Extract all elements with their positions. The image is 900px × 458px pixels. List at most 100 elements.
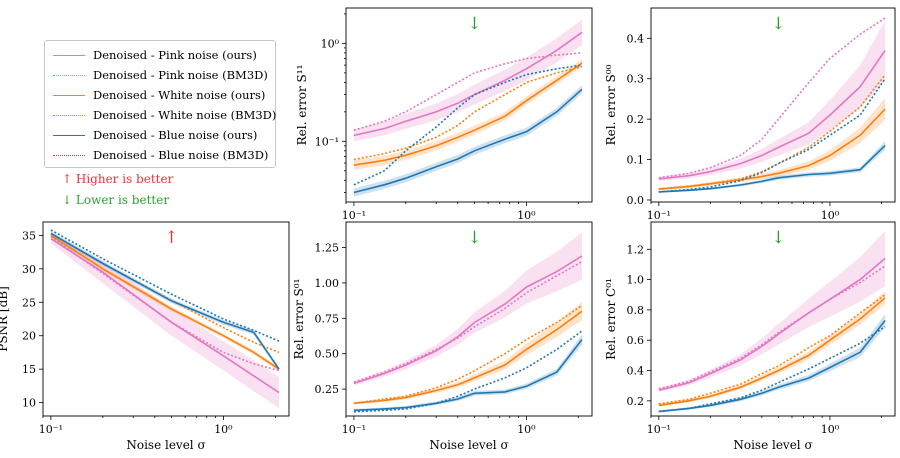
confidence-band (658, 230, 886, 392)
y-tick-label: 0.2 (627, 113, 645, 126)
x-tick-label: 10⁻¹ (342, 423, 366, 436)
x-tick-label: 10⁻¹ (342, 209, 366, 222)
x-tick-label: 10⁰ (517, 423, 536, 436)
y-tick-label: 10 (22, 397, 36, 410)
series-line (353, 88, 583, 194)
direction-arrow: ↓ (771, 14, 785, 34)
y-tick-label: 1.00 (315, 277, 340, 290)
y-tick-label: 0.25 (315, 383, 340, 396)
series-line (658, 17, 886, 179)
y-tick-label: 25 (22, 296, 36, 309)
x-tick-label: 10⁰ (821, 209, 840, 222)
x-tick-label: 10⁰ (517, 209, 536, 222)
series-line (50, 234, 280, 370)
confidence-band (50, 234, 280, 408)
series-line (658, 144, 886, 193)
series-line (658, 294, 886, 405)
series-line (658, 49, 886, 180)
series-line (658, 297, 886, 407)
confidence-band (50, 233, 280, 372)
series-line (50, 229, 280, 342)
y-axis-label: PSNR [dB] (0, 286, 10, 352)
y-axis-label: Rel. error S¹¹ (295, 65, 309, 146)
series-line (353, 255, 583, 385)
legend-item: Denoised - Pink noise (ours) (45, 46, 257, 64)
series-line (353, 310, 583, 405)
series-line (50, 236, 280, 372)
legend-item: Denoised - Blue noise (ours) (45, 126, 257, 144)
x-axis-label: Noise level σ (429, 438, 508, 452)
y-tick-label: 35 (22, 229, 36, 242)
y-tick-label: 15 (22, 363, 36, 376)
series-line (50, 232, 280, 370)
y-tick-label: 1.25 (315, 241, 340, 254)
legend-swatch-white-bm3d (53, 114, 85, 116)
y-tick-label: 0.4 (627, 32, 645, 45)
direction-arrow: ↓ (467, 228, 481, 248)
direction-arrow: ↓ (771, 228, 785, 248)
legend-label: Denoised - Pink noise (BM3D) (93, 68, 268, 82)
legend-swatch-blue-bm3d (53, 154, 85, 156)
legend-label: Denoised - Blue noise (ours) (93, 128, 258, 142)
panel-s11: 10⁻¹ 10⁰ 10⁻¹ 10⁰ Rel. error S¹¹ ↓ (295, 7, 593, 222)
x-tick-label: 10⁰ (214, 423, 233, 436)
y-tick-label: 1.0 (627, 274, 645, 287)
confidence-band (353, 59, 582, 170)
direction-arrow: ↑ (164, 228, 178, 248)
confidence-band (658, 20, 886, 182)
confidence-band (353, 19, 582, 142)
series-line (353, 31, 583, 137)
legend-swatch-pink-ours (53, 54, 85, 56)
x-tick-label: 10⁰ (821, 423, 840, 436)
x-axis-label: Noise level σ (126, 438, 205, 452)
confidence-band (50, 231, 280, 372)
axes-frame (42, 221, 290, 417)
legend-swatch-blue-ours (53, 134, 85, 136)
legend-label: Denoised - Blue noise (BM3D) (93, 148, 269, 162)
x-tick-label: 10⁻¹ (647, 209, 671, 222)
series-line (658, 257, 886, 391)
axes-frame (650, 221, 896, 417)
y-tick-label: 10⁻¹ (315, 135, 339, 148)
series-line (353, 52, 583, 131)
x-tick-label: 10⁻¹ (647, 423, 671, 436)
series-line (353, 260, 583, 383)
y-axis-label: Rel. error C⁰¹ (604, 278, 618, 360)
lower-is-better-note: ↓ Lower is better (62, 193, 170, 207)
legend-item: Denoised - Pink noise (BM3D) (45, 66, 268, 84)
legend-item: Denoised - White noise (BM3D) (45, 106, 276, 124)
y-tick-label: 0.3 (627, 73, 645, 86)
direction-arrow: ↓ (467, 14, 481, 34)
series-line (353, 64, 583, 186)
x-tick-label: 10⁻¹ (39, 423, 63, 436)
y-tick-label: 10⁰ (321, 37, 340, 50)
y-axis-label: Rel. error S⁰¹ (292, 279, 306, 360)
y-tick-label: 0.1 (627, 154, 645, 167)
y-tick-label: 0.8 (627, 304, 645, 317)
legend-item: Denoised - Blue noise (BM3D) (45, 146, 268, 164)
legend-swatch-white-ours (53, 94, 85, 96)
y-tick-label: 20 (22, 330, 36, 343)
confidence-band (658, 98, 886, 191)
series-line (353, 330, 583, 413)
axes-frame (650, 7, 896, 203)
y-tick-label: 0.75 (315, 312, 340, 325)
series-line (353, 62, 583, 166)
legend-label: Denoised - Pink noise (ours) (93, 48, 257, 62)
panel-s00: 10⁻¹ 10⁰ 0.0 0.1 0.2 0.3 0.4 Rel. error S⁰⁰ ↓ (604, 7, 896, 222)
legend-label: Denoised - White noise (ours) (93, 88, 266, 102)
y-axis-label: Rel. error S⁰⁰ (604, 64, 618, 145)
higher-is-better-note: ↑ Higher is better (62, 172, 174, 186)
confidence-band (353, 232, 582, 386)
y-tick-label: 0.50 (315, 348, 340, 361)
panel-psnr: 10⁻¹ 10⁰ 10 15 20 25 30 35 Noise level σ PSNR [dB… (0, 221, 290, 452)
axes-frame (345, 221, 593, 417)
confidence-band (353, 302, 582, 405)
series-line (658, 74, 886, 190)
legend-item: Denoised - White noise (ours) (45, 86, 265, 104)
legend: Denoised - Pink noise (ours) Denoised - … (44, 40, 276, 168)
series-line (353, 304, 583, 405)
legend-label: Denoised - White noise (BM3D) (93, 108, 277, 122)
series-line (658, 78, 886, 193)
